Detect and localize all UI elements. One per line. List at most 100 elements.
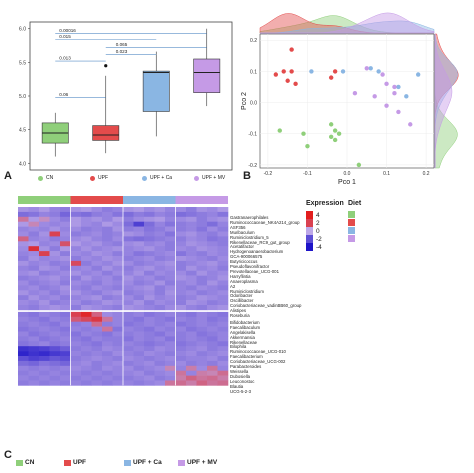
- legend-item: UPF: [90, 175, 108, 181]
- heatmap-cell: [39, 275, 50, 281]
- heatmap-cell: [91, 236, 103, 242]
- heatmap-cell: [39, 270, 50, 276]
- heatmap-cell: [186, 336, 197, 342]
- heatmap-cell: [91, 241, 103, 247]
- heatmap-cell: [39, 356, 50, 362]
- scatter-point-upf-ca: [368, 66, 373, 71]
- heatmap-cell: [196, 256, 208, 262]
- heatmap-cell: [186, 321, 197, 327]
- heatmap-cell: [207, 305, 218, 311]
- heatmap-cell: [186, 251, 197, 257]
- heatmap-cell: [123, 341, 134, 347]
- heatmap-cell: [81, 236, 92, 242]
- heatmap-cell: [18, 336, 29, 342]
- heatmap-cell: [154, 346, 166, 352]
- group-header-upf-mv: [175, 196, 228, 204]
- heatmap-cell: [133, 221, 145, 227]
- heatmap-row-label: Ruminiclostridium: [230, 288, 264, 294]
- scatter-point-upf-mv: [384, 81, 389, 87]
- heatmap-cell: [112, 231, 124, 237]
- heatmap-cell: [70, 351, 82, 357]
- heatmap-cell: [18, 351, 29, 357]
- heatmap-cell: [39, 321, 50, 327]
- scatter-point-upf-mv: [372, 94, 377, 99]
- heatmap-cell: [60, 241, 71, 247]
- heatmap-row-label: Acetatifactor: [230, 244, 254, 250]
- heatmap-cell: [112, 326, 124, 332]
- heatmap-cell: [144, 265, 155, 271]
- heatmap-cell: [144, 280, 155, 286]
- heatmap-cell: [70, 311, 82, 318]
- heatmap-cell: [39, 300, 50, 306]
- scatter-point-upf-mv: [392, 84, 397, 90]
- heatmap-cell: [18, 331, 29, 337]
- heatmap-cell: [175, 231, 187, 237]
- heatmap-cell: [144, 311, 155, 318]
- heatmap-cell: [186, 305, 197, 311]
- heatmap-cell: [123, 360, 134, 367]
- heatmap-cell: [133, 211, 145, 218]
- heatmap-cell: [28, 285, 40, 291]
- heatmap-cell: [207, 275, 218, 281]
- heatmap-cell: [91, 265, 103, 271]
- heatmap-cell: [18, 207, 29, 213]
- heatmap-cell: [186, 256, 197, 262]
- heatmap-cell: [144, 351, 155, 357]
- heatmap-cell: [60, 370, 71, 376]
- expression-legend: Expression Diet: [306, 200, 396, 260]
- heatmap-cell: [154, 331, 166, 337]
- heatmap-cell: [39, 256, 50, 262]
- heatmap-cell: [165, 300, 176, 306]
- heatmap-cell: [144, 251, 155, 257]
- heatmap-cell: [186, 207, 197, 213]
- heatmap-cell: [18, 246, 29, 252]
- heatmap-cell: [165, 226, 176, 232]
- heatmap-cell: [70, 211, 82, 218]
- heatmap-cell: [165, 311, 176, 318]
- heatmap-cell: [196, 380, 208, 386]
- bottom-legend-label: CN: [25, 459, 35, 466]
- heatmap-cell: [60, 316, 71, 322]
- heatmap-cell: [28, 316, 40, 322]
- heatmap-cell: [154, 207, 166, 213]
- heatmap-cell: [81, 331, 92, 337]
- heatmap-cell: [102, 316, 113, 322]
- heatmap-cell: [165, 365, 176, 371]
- heatmap-cell: [175, 331, 187, 337]
- heatmap-cell: [70, 226, 82, 232]
- heatmap-cell: [123, 346, 134, 352]
- heatmap-cell: [28, 221, 40, 227]
- heatmap-cell: [39, 326, 50, 332]
- heatmap-cell: [70, 365, 82, 371]
- heatmap-cell: [18, 265, 29, 271]
- heatmap-cell: [144, 375, 155, 381]
- heatmap-cell: [186, 275, 197, 281]
- legend-marker: [142, 175, 147, 181]
- heatmap-cell: [154, 370, 166, 376]
- legend-label: UPF + MV: [202, 175, 226, 181]
- heatmap-cell: [91, 270, 103, 276]
- heatmap-cell: [70, 336, 82, 342]
- heatmap-cell: [112, 351, 124, 357]
- heatmap-row-label: Prevotellaceae_UCG-001: [230, 268, 279, 274]
- heatmap-cell: [102, 231, 113, 237]
- heatmap-cell: [207, 246, 218, 252]
- heatmap-cell: [133, 246, 145, 252]
- scatter-point-upf: [332, 69, 338, 74]
- heatmap-cell: [60, 251, 71, 257]
- heatmap-cell: [60, 311, 71, 318]
- heatmap-cell: [217, 360, 229, 367]
- heatmap-cell: [91, 207, 103, 213]
- heatmap-cell: [28, 236, 40, 242]
- heatmap-cell: [112, 375, 124, 381]
- heatmap-cell: [39, 285, 50, 291]
- heatmap-cell: [102, 351, 113, 357]
- heatmap-cell: [49, 331, 61, 337]
- heatmap-cell: [91, 311, 103, 318]
- heatmap-cell: [165, 305, 176, 311]
- heatmap-cell: [18, 290, 29, 296]
- heatmap-cell: [60, 365, 71, 371]
- heatmap-cell: [60, 290, 71, 296]
- heatmap-cell: [91, 351, 103, 357]
- heatmap-cell: [196, 290, 208, 296]
